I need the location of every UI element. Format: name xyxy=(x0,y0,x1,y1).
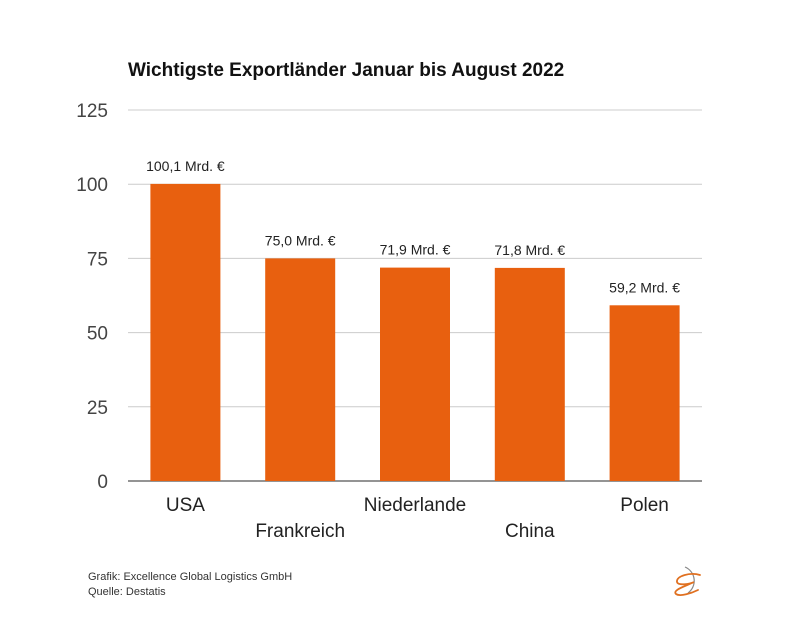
y-tick-label: 50 xyxy=(87,324,108,345)
y-tick-label: 0 xyxy=(97,472,108,493)
x-tick-label: China xyxy=(505,521,555,542)
y-tick-label: 100 xyxy=(76,175,108,196)
data-label: 71,9 Mrd. € xyxy=(380,242,451,258)
bar-china xyxy=(494,267,565,481)
y-tick-label: 75 xyxy=(87,249,108,270)
bar-usa xyxy=(150,183,221,481)
bar-polen xyxy=(609,305,680,481)
x-tick-label: Niederlande xyxy=(364,495,466,516)
x-tick-label: USA xyxy=(166,495,205,516)
footer-credit: Grafik: Excellence Global Logistics GmbH xyxy=(88,571,293,583)
data-label: 59,2 Mrd. € xyxy=(609,279,680,295)
footer-source: Quelle: Destatis xyxy=(88,586,166,598)
x-tick-label: Frankreich xyxy=(255,521,345,542)
bar-niederlande xyxy=(380,267,450,481)
bar-frankreich xyxy=(265,258,336,481)
excellence-logo-icon xyxy=(674,566,701,596)
data-label: 100,1 Mrd. € xyxy=(146,158,225,174)
chart-title: Wichtigste Exportländer Januar bis Augus… xyxy=(128,60,564,81)
data-label: 75,0 Mrd. € xyxy=(265,232,336,248)
y-tick-label: 25 xyxy=(87,398,108,419)
data-label: 71,8 Mrd. € xyxy=(494,242,565,258)
y-tick-label: 125 xyxy=(76,101,108,122)
x-tick-label: Polen xyxy=(620,495,669,516)
